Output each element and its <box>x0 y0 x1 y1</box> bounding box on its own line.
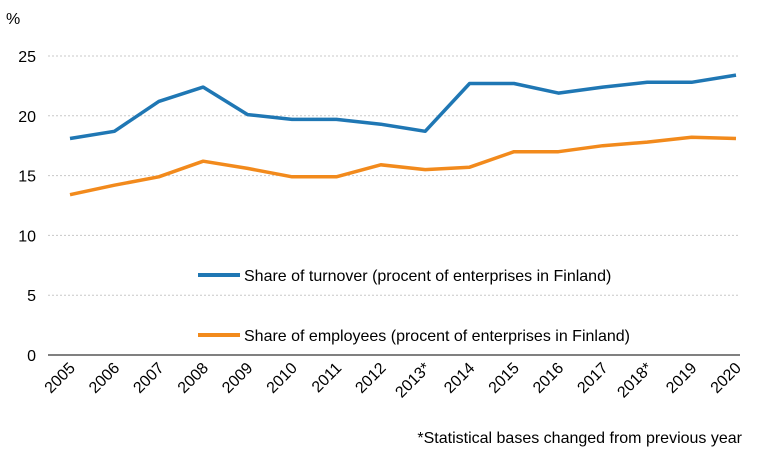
legend-label-employees: Share of employees (procent of enterpris… <box>244 328 630 345</box>
y-tick-label: 5 <box>27 288 36 305</box>
y-tick-label: 25 <box>18 49 36 66</box>
x-tick-label: 2007 <box>130 360 167 397</box>
y-tick-label: 15 <box>18 169 36 186</box>
x-tick-label: 2014 <box>441 360 478 397</box>
legend: Share of turnover (procent of enterprise… <box>198 268 630 345</box>
y-axis-unit-label: % <box>6 11 20 28</box>
x-tick-label: 2006 <box>86 360 123 397</box>
x-tick-label: 2019 <box>663 360 700 397</box>
y-tick-label: 20 <box>18 109 36 126</box>
x-tick-label: 2005 <box>42 360 79 397</box>
y-tick-label: 10 <box>18 228 36 245</box>
x-tick-label: 2012 <box>352 360 389 397</box>
x-tick-label: 2017 <box>574 360 611 397</box>
gridlines <box>48 55 740 296</box>
x-tick-label: 2016 <box>530 360 567 397</box>
x-tick-label: 2018* <box>614 360 656 402</box>
x-tick-label: 2013* <box>392 360 434 402</box>
x-tick-label: 2010 <box>264 360 301 397</box>
x-tick-label: 2020 <box>708 360 745 397</box>
x-tick-label: 2015 <box>486 360 523 397</box>
series-line-1 <box>69 135 737 197</box>
y-axis-ticks: 0 5 10 15 20 25 <box>18 49 36 365</box>
legend-label-turnover: Share of turnover (procent of enterprise… <box>244 268 611 285</box>
series-line-0 <box>69 73 737 141</box>
footnote: *Statistical bases changed from previous… <box>417 430 742 447</box>
series-lines <box>69 73 737 197</box>
x-tick-label: 2011 <box>309 360 345 396</box>
y-tick-label: 0 <box>27 348 36 365</box>
x-axis-ticks: 2005 2006 2007 2008 2009 2010 2011 2012 2013* 201… <box>42 360 745 402</box>
x-tick-label: 2008 <box>175 360 212 397</box>
x-tick-label: 2009 <box>219 360 256 397</box>
